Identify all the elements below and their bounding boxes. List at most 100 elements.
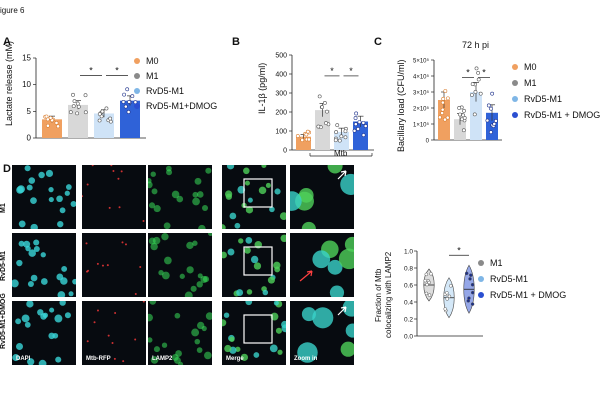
legend-item: M1 <box>134 71 159 81</box>
micrograph-merge <box>222 165 286 229</box>
cell <box>112 169 115 172</box>
cell <box>161 342 168 348</box>
data-point <box>56 124 60 129</box>
data-point <box>44 114 49 119</box>
data-point <box>437 115 442 120</box>
legend-label: RvD5-M1 + DMOG <box>524 110 600 120</box>
cell <box>134 338 137 341</box>
data-point <box>75 111 80 116</box>
data-point <box>130 94 135 99</box>
data-point <box>468 277 472 281</box>
y-tick-label: 0.8 <box>404 266 413 273</box>
cell <box>86 183 89 186</box>
cell <box>227 248 235 256</box>
legend-swatch <box>478 292 484 298</box>
cell <box>208 233 212 236</box>
cell <box>24 321 31 328</box>
data-point <box>469 273 473 277</box>
legend-label: RvD5-M1 <box>146 86 185 96</box>
cell <box>192 240 198 246</box>
cell <box>42 312 49 318</box>
data-point <box>445 96 450 101</box>
cell <box>274 188 281 195</box>
cell <box>205 312 212 320</box>
significance-star: * <box>466 68 470 78</box>
cell <box>54 314 63 323</box>
cell <box>200 275 208 283</box>
data-point <box>123 104 128 109</box>
data-point <box>476 77 481 82</box>
data-point <box>72 99 77 104</box>
cell <box>26 301 34 308</box>
cell <box>250 255 259 264</box>
panel-letter-b: B <box>232 36 240 48</box>
legend-swatch <box>134 73 140 79</box>
legend-item: RvD5-M1 <box>478 274 528 284</box>
cell <box>281 324 286 333</box>
cell <box>312 250 331 269</box>
data-point <box>427 293 432 297</box>
cell <box>45 169 54 178</box>
cell <box>12 354 20 362</box>
micrograph-merge <box>222 233 286 297</box>
cell <box>59 207 66 214</box>
cell <box>186 266 194 274</box>
data-point <box>108 116 113 121</box>
cell <box>120 170 123 173</box>
cell <box>229 212 237 220</box>
data-point <box>445 297 449 301</box>
cell <box>194 338 201 345</box>
micrograph-image <box>148 233 212 297</box>
cell <box>117 177 120 180</box>
cell <box>273 301 279 306</box>
data-point <box>305 129 310 134</box>
legend-label: M1 <box>490 258 503 268</box>
panel-letter-a: A <box>3 36 11 48</box>
data-point <box>449 284 453 288</box>
cell <box>301 221 316 229</box>
cell <box>224 190 233 198</box>
cell <box>161 233 169 241</box>
cell <box>190 285 197 292</box>
legend-item: RvD5-M1 <box>134 86 184 96</box>
cell <box>246 289 253 295</box>
data-point <box>46 123 50 128</box>
legend-swatch <box>478 260 484 266</box>
cell <box>253 352 260 358</box>
data-point <box>447 294 452 299</box>
cell <box>134 293 137 296</box>
data-point <box>126 110 131 114</box>
legend-label: M1 <box>146 71 159 81</box>
cell <box>24 165 31 172</box>
cell <box>153 205 161 213</box>
data-point <box>473 89 478 94</box>
micrograph-lamp2: LAMP2 <box>148 301 212 365</box>
cell <box>150 171 156 177</box>
data-point <box>324 121 328 125</box>
microscopy-row-label: M1 <box>0 203 7 213</box>
cell <box>224 344 232 353</box>
cell <box>150 242 158 251</box>
data-point <box>423 278 427 283</box>
cell <box>15 318 22 325</box>
channel-label: Zoom in <box>294 356 318 362</box>
data-point <box>486 103 491 108</box>
cell <box>148 202 156 209</box>
cell <box>48 186 54 193</box>
cell <box>240 353 249 361</box>
cell <box>52 332 59 339</box>
y-tick-label: 15 <box>22 54 31 63</box>
data-point <box>490 91 495 96</box>
significance-star: * <box>457 245 461 255</box>
micrograph-image <box>290 165 354 229</box>
cell <box>297 342 318 363</box>
cell <box>265 182 271 189</box>
cell <box>30 274 38 282</box>
y-tick-label: 0 <box>27 134 32 143</box>
cell <box>64 312 71 319</box>
data-point <box>461 128 466 133</box>
data-point <box>352 128 357 133</box>
y-tick-label: 400 <box>275 72 287 79</box>
zoom-region-box <box>243 246 273 276</box>
panel-letter-d: D <box>3 163 11 175</box>
